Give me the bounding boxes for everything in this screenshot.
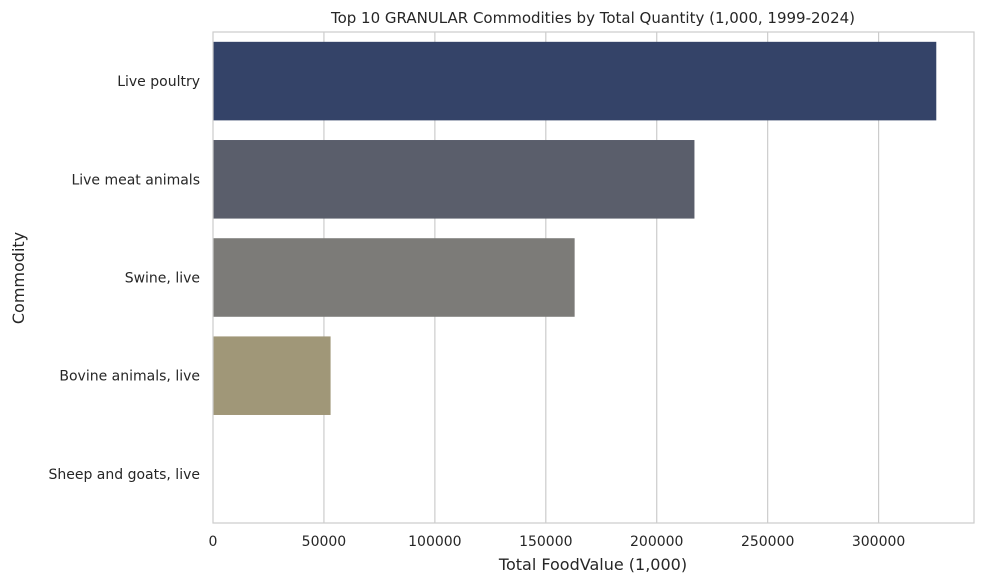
bar-bovine-animals-live <box>213 336 331 415</box>
y-tick-labels: Live poultry Live meat animals Swine, live… <box>48 74 200 483</box>
y-tick-label: Swine, live <box>125 271 200 287</box>
plot-frame <box>212 31 975 524</box>
x-tick-label: 200000 <box>630 534 683 550</box>
bars <box>213 41 937 415</box>
x-tick-label: 50000 <box>302 534 347 550</box>
x-axis-label: Total FoodValue (1,000) <box>498 555 687 574</box>
x-tick-label: 100000 <box>408 534 461 550</box>
x-tick-label: 300000 <box>852 534 905 550</box>
x-tick-label: 250000 <box>741 534 794 550</box>
y-axis-label: Commodity <box>9 232 28 324</box>
x-tick-label: 150000 <box>519 534 572 550</box>
x-tick-labels: 0 50000 100000 150000 200000 250000 300000 <box>209 534 906 550</box>
bar-live-meat-animals <box>213 140 695 219</box>
bar-live-poultry <box>213 41 937 121</box>
bar-swine-live <box>213 238 575 317</box>
y-tick-label: Bovine animals, live <box>59 369 200 385</box>
x-tick-label: 0 <box>209 534 218 550</box>
chart-title: Top 10 GRANULAR Commodities by Total Qua… <box>330 9 855 27</box>
y-tick-label: Live meat animals <box>71 172 200 188</box>
y-tick-label: Live poultry <box>117 74 200 90</box>
y-tick-label: Sheep and goats, live <box>48 467 200 483</box>
